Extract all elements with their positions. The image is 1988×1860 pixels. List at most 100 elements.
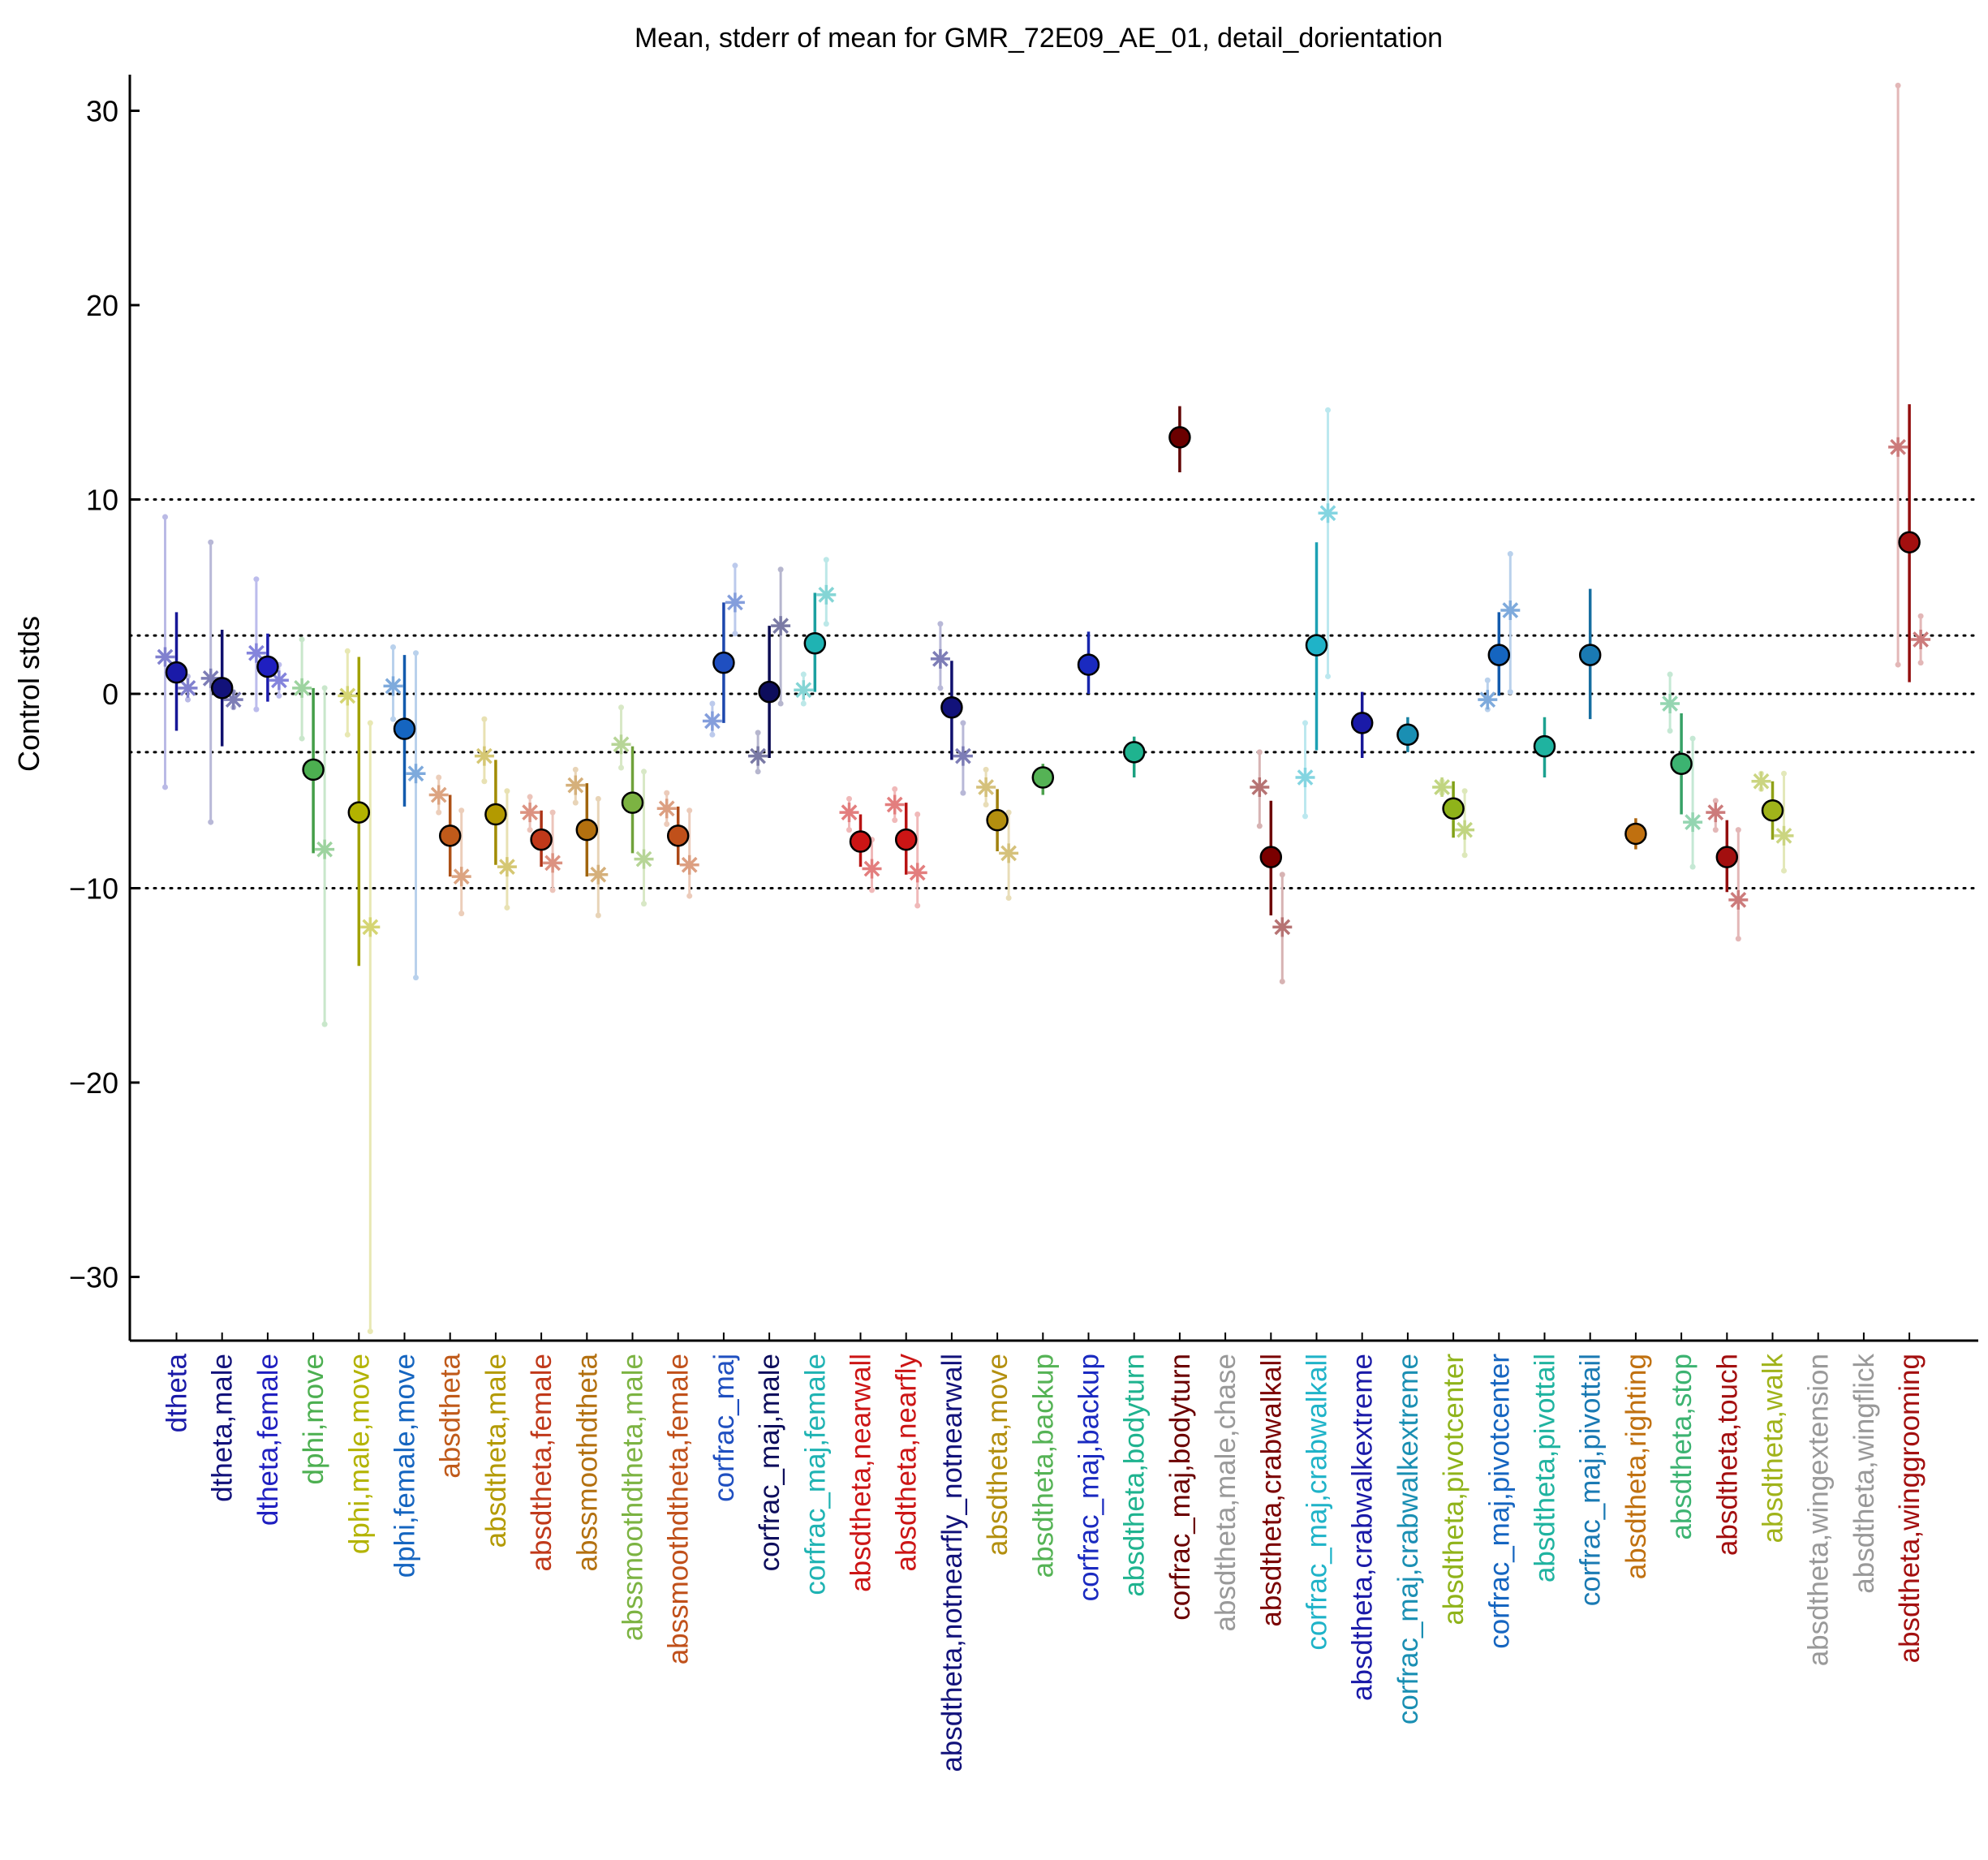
error-bar-end	[755, 769, 761, 775]
asterisk-stroke	[658, 800, 675, 817]
x-tick-label: dtheta	[161, 1353, 193, 1432]
mean-point	[1122, 741, 1146, 764]
error-bar-end	[846, 827, 852, 833]
mean-point	[210, 677, 234, 700]
error-bar-end	[686, 807, 693, 814]
asterisk-marker	[520, 803, 540, 823]
asterisk-marker	[862, 859, 882, 879]
error-bar-end	[1712, 827, 1719, 833]
asterisk-stroke	[339, 687, 356, 704]
asterisk-marker	[155, 647, 175, 667]
mean-point	[894, 828, 918, 851]
asterisk-marker	[1250, 777, 1270, 797]
x-tick-label: corfrac_maj,pivottail	[1575, 1354, 1607, 1606]
mean-point	[986, 808, 1009, 832]
error-bar-end	[1689, 735, 1696, 742]
error-bar-end	[1484, 677, 1491, 683]
error-bar-end	[1005, 809, 1012, 816]
mean-point	[484, 803, 507, 826]
asterisk-marker	[1660, 693, 1680, 713]
asterisk-marker	[338, 686, 358, 706]
error-bar-end	[527, 827, 533, 833]
mean-point	[1578, 644, 1602, 666]
error-bar-end	[1667, 671, 1673, 678]
asterisk-stroke	[1662, 695, 1678, 712]
asterisk-marker	[725, 592, 745, 613]
asterisk-marker	[1888, 437, 1908, 457]
x-tick-label: abssmoothdtheta	[571, 1353, 603, 1571]
error-bar-end	[1917, 613, 1924, 619]
asterisk-stroke	[1479, 691, 1496, 708]
mean-point	[393, 717, 416, 740]
error-bar-end	[1325, 673, 1331, 679]
mean-point	[1670, 752, 1693, 775]
mean-point	[1442, 797, 1465, 820]
error-bar-end	[800, 671, 807, 678]
mean-point	[666, 825, 690, 847]
mean-point	[1715, 846, 1739, 868]
x-tick-label: absdtheta,bodyturn	[1119, 1354, 1151, 1597]
asterisk-stroke	[750, 747, 766, 764]
asterisk-stroke	[499, 859, 515, 876]
error-bar-end	[937, 621, 944, 627]
error-bar-end	[1735, 827, 1741, 833]
error-bar-end	[1302, 720, 1308, 726]
asterisk-stroke	[1457, 821, 1473, 838]
error-bar-end	[549, 809, 556, 816]
asterisk-marker	[383, 676, 403, 696]
asterisk-stroke	[1434, 779, 1450, 795]
error-bar-end	[527, 794, 533, 800]
x-tick-label: corfrac_maj,female	[799, 1354, 831, 1595]
x-tick-label: dphi,male,move	[343, 1354, 375, 1554]
mean-point	[1396, 723, 1419, 747]
mean-point	[1077, 653, 1100, 676]
x-tick-label: absdtheta,male,chase	[1210, 1354, 1241, 1631]
error-bar-end	[481, 716, 488, 722]
error-bar-end	[390, 716, 396, 722]
asterisk-marker	[656, 799, 677, 819]
asterisk-stroke	[1502, 602, 1519, 618]
asterisk-marker	[543, 853, 563, 873]
mean-point	[1533, 734, 1556, 758]
error-bar-end	[1256, 823, 1263, 829]
asterisk-marker	[566, 775, 586, 795]
x-tick-label: dtheta,female	[252, 1354, 284, 1526]
asterisk-stroke	[1913, 631, 1929, 648]
error-bar-end	[1689, 863, 1696, 870]
error-bar-end	[595, 912, 601, 919]
error-bar-end	[755, 730, 761, 736]
asterisk-stroke	[1319, 505, 1336, 522]
x-tick-label: absdtheta,female	[526, 1354, 557, 1572]
x-tick-label: absdtheta,nearwall	[846, 1354, 877, 1592]
x-tick-label: absdtheta	[435, 1353, 467, 1478]
asterisk-stroke	[863, 860, 880, 877]
mean-point	[803, 631, 827, 655]
error-bar-end	[253, 576, 260, 583]
error-bar-end	[846, 795, 852, 802]
error-bar-end	[458, 807, 465, 814]
asterisk-marker	[679, 855, 699, 875]
asterisk-stroke	[727, 594, 743, 611]
mean-point	[1350, 712, 1374, 734]
asterisk-marker	[497, 857, 517, 877]
chart-title: Mean, stderr of mean for GMR_72E09_AE_01…	[635, 23, 1443, 54]
x-tick-label: absdtheta,pivotcenter	[1438, 1354, 1469, 1625]
error-bar-end	[413, 975, 419, 981]
mean-point	[302, 758, 325, 781]
mean-point	[256, 655, 279, 678]
x-tick-label: absdtheta,notnearfly_notnearwall	[936, 1354, 968, 1772]
asterisk-marker	[611, 734, 631, 755]
error-bar-end	[1461, 852, 1468, 859]
asterisk-stroke	[453, 868, 470, 885]
x-tick-label: absdtheta,wingextension	[1803, 1354, 1835, 1666]
asterisk-stroke	[978, 779, 994, 795]
x-tick-label: absdtheta,backup	[1027, 1354, 1059, 1578]
x-ticks: dtheta dtheta,male dtheta,female dphi,move d…	[161, 1333, 1926, 1772]
error-bar-end	[436, 809, 442, 816]
error-bar-end	[367, 1328, 373, 1335]
error-bar-end	[823, 621, 829, 627]
asterisk-stroke	[157, 648, 174, 665]
mean-point	[1624, 822, 1647, 846]
axes	[128, 75, 1978, 1342]
asterisk-stroke	[955, 747, 971, 764]
